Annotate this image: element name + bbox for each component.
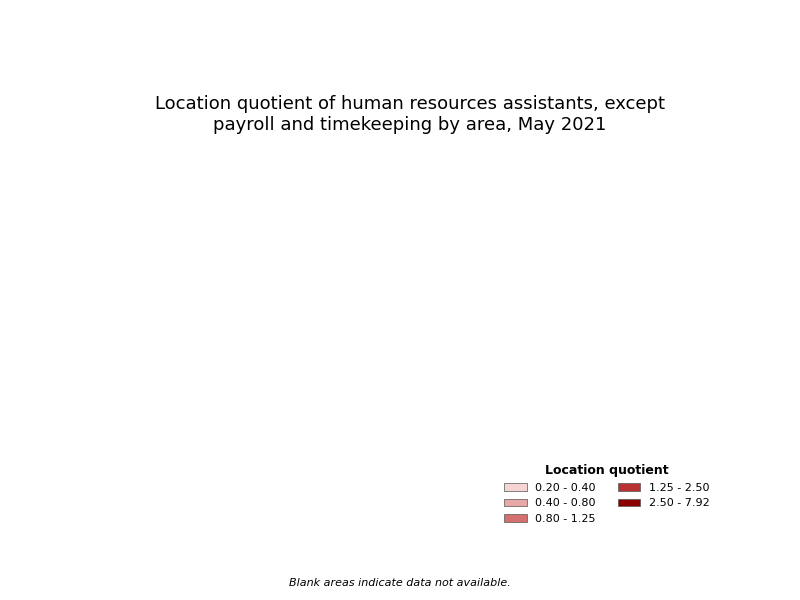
Legend: 0.20 - 0.40, 0.40 - 0.80, 0.80 - 1.25, 1.25 - 2.50, 2.50 - 7.92: 0.20 - 0.40, 0.40 - 0.80, 0.80 - 1.25, 1… (500, 460, 714, 529)
Text: Blank areas indicate data not available.: Blank areas indicate data not available. (289, 578, 511, 588)
Text: Location quotient of human resources assistants, except
payroll and timekeeping : Location quotient of human resources ass… (155, 95, 665, 134)
